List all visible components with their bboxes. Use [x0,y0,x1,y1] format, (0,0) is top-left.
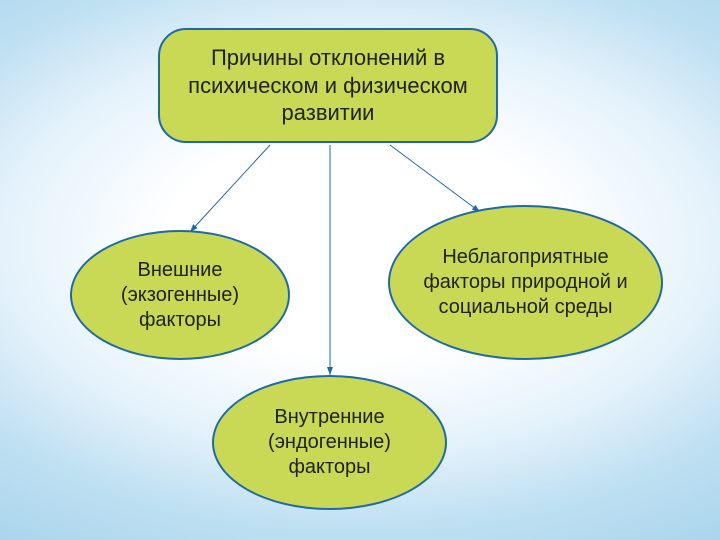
diagram-stage: Причины отклонений в психическом и физич… [0,0,720,540]
child-node-internal: Внутренние (эндогенные) факторы [212,375,447,510]
connector-line [390,145,480,212]
child-node-unfavorable: Неблагоприятные факторы природной и соци… [388,205,663,360]
child-node-external: Внешние (экзогенные) факторы [70,230,290,360]
root-label: Причины отклонений в психическом и физич… [182,44,474,127]
child-label: Неблагоприятные факторы природной и соци… [408,245,643,320]
connector-line [190,145,270,232]
child-label: Внешние (экзогенные) факторы [90,258,270,333]
child-label: Внутренние (эндогенные) факторы [232,405,427,480]
root-node: Причины отклонений в психическом и физич… [158,28,498,143]
